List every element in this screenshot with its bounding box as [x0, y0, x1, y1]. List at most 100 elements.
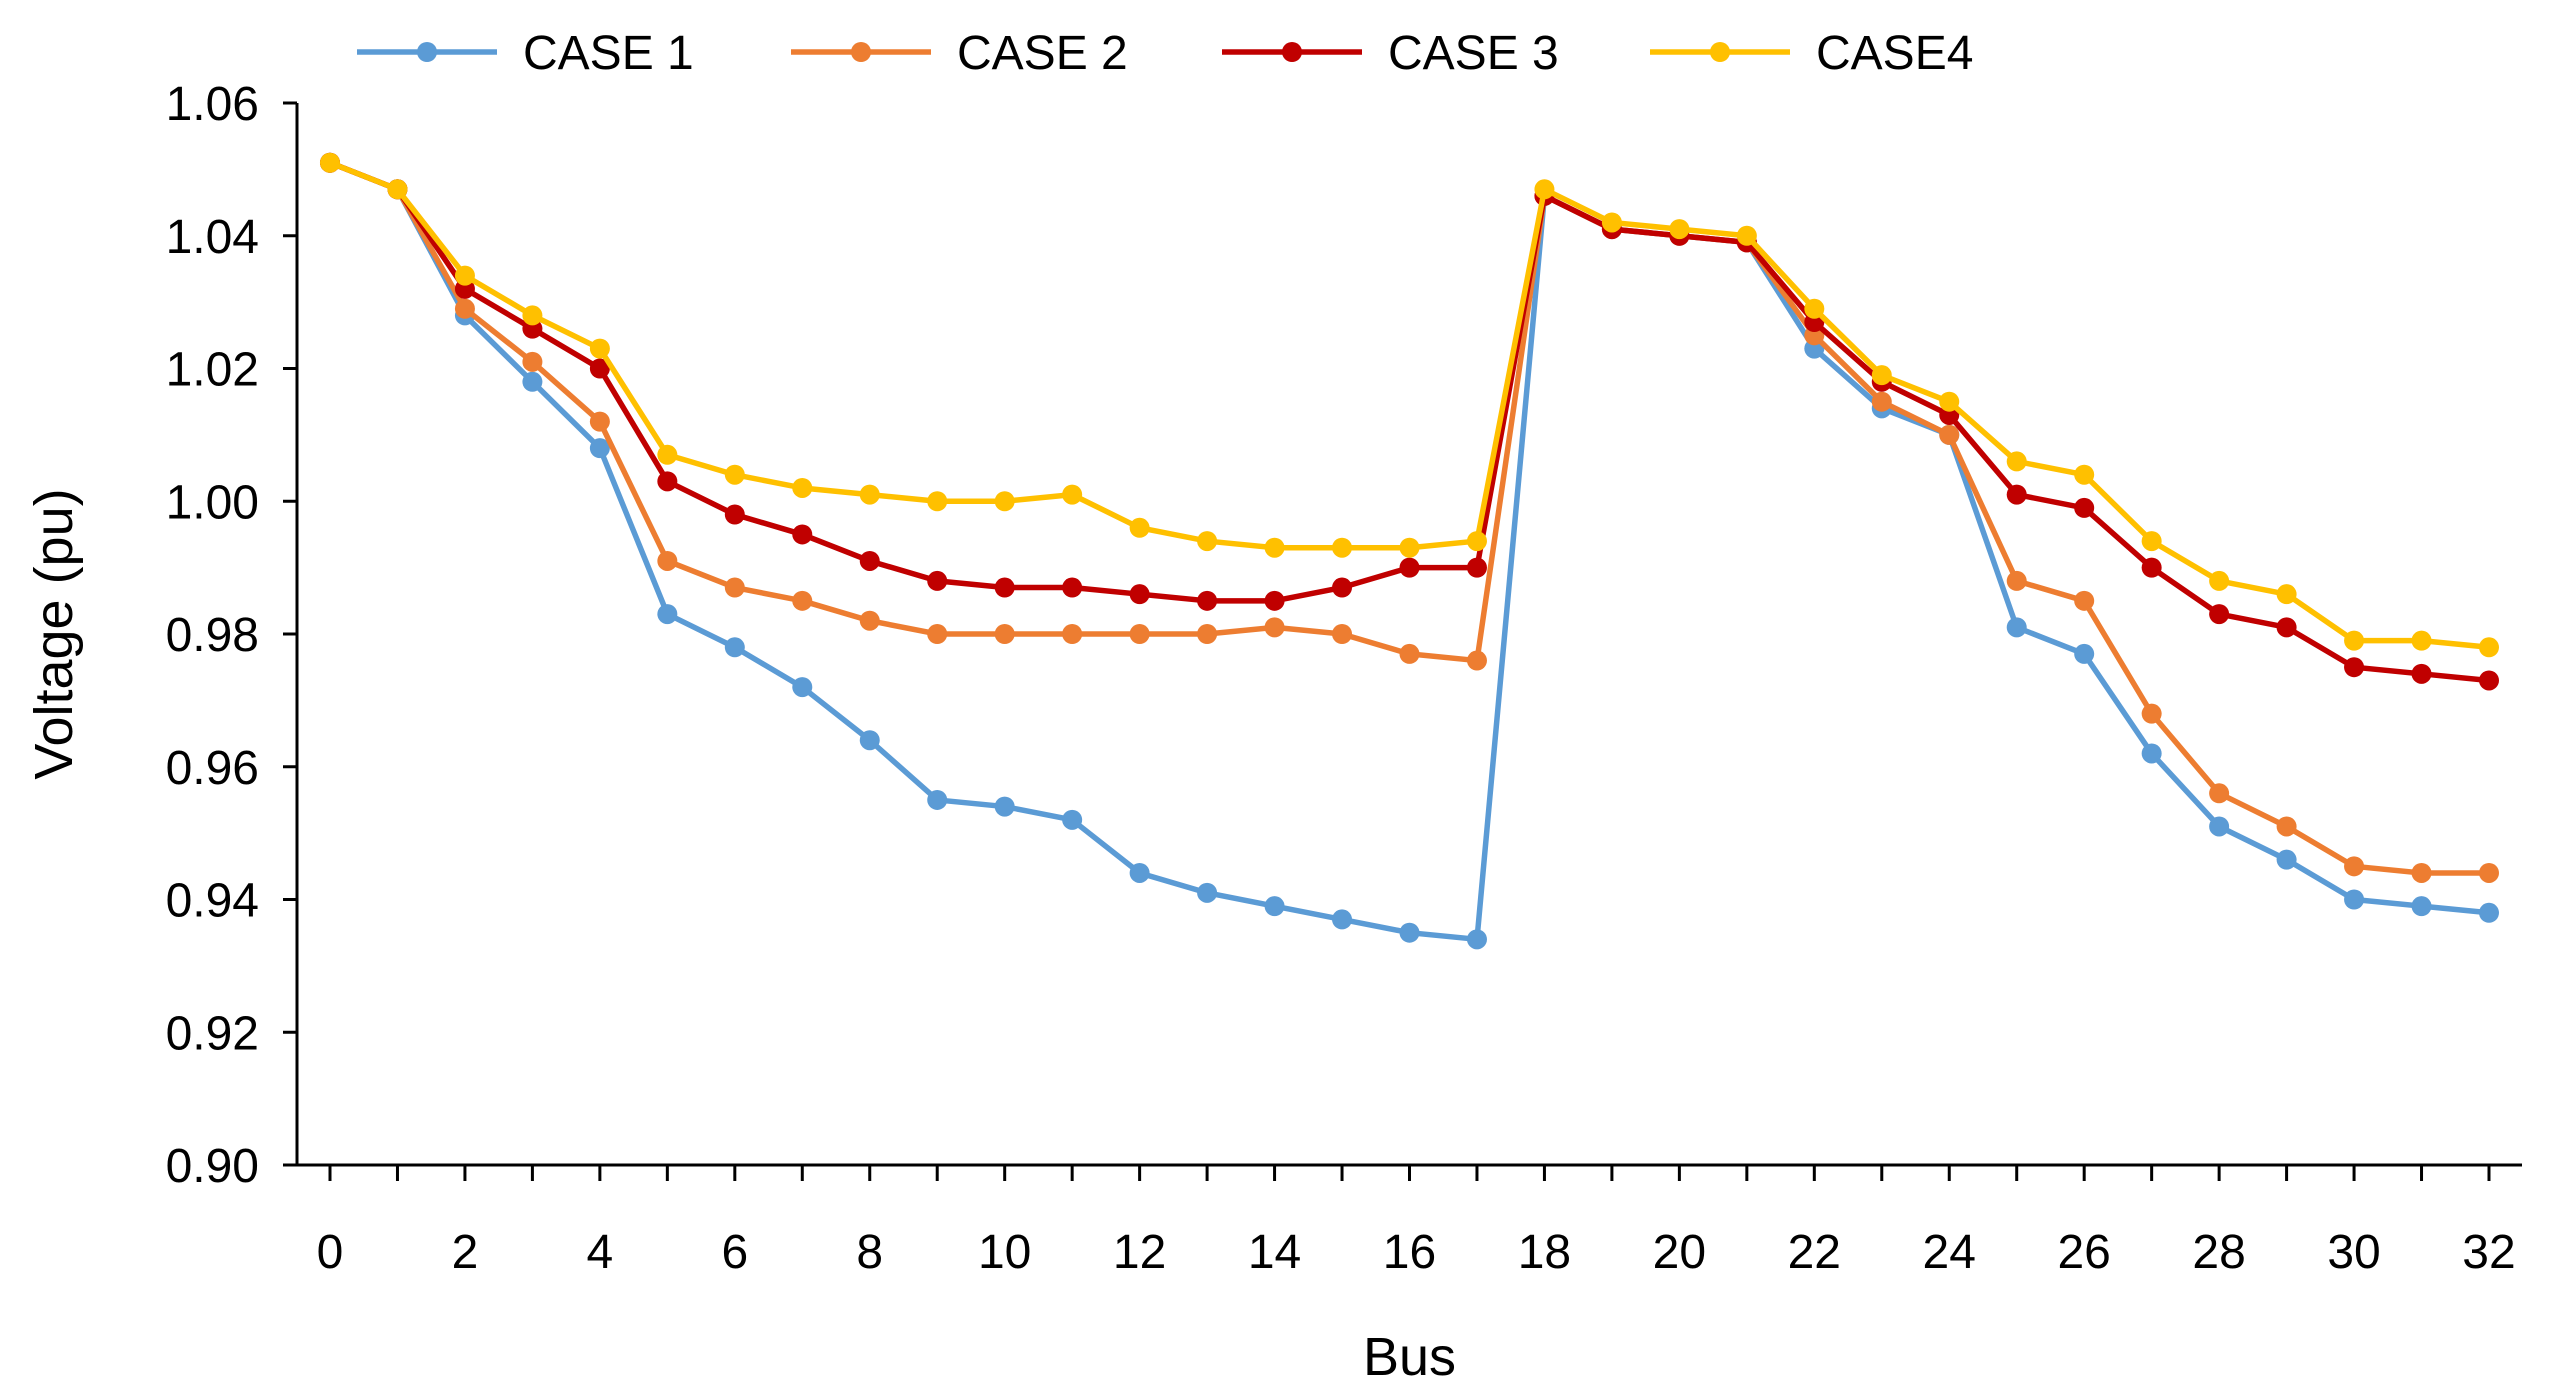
x-tick-label: 24	[1923, 1226, 1976, 1279]
data-point	[792, 590, 813, 611]
x-tick-label: 20	[1653, 1226, 1706, 1279]
data-point	[2141, 743, 2162, 764]
data-point	[2006, 451, 2027, 472]
data-point	[2006, 484, 2027, 505]
data-point	[2006, 570, 2027, 591]
x-tick-label: 26	[2057, 1226, 2110, 1279]
data-point	[2276, 584, 2297, 605]
data-point	[1871, 365, 1892, 386]
x-tick-label: 18	[1518, 1226, 1571, 1279]
data-point	[2411, 630, 2432, 651]
data-point	[1736, 225, 1757, 246]
data-point	[859, 550, 880, 571]
data-point	[2411, 896, 2432, 917]
data-point	[454, 298, 475, 319]
data-point	[1062, 624, 1083, 644]
x-tick-label: 14	[1248, 1226, 1301, 1279]
y-tick-label: 0.98	[166, 609, 259, 662]
data-point	[994, 491, 1015, 512]
data-point	[1264, 590, 1285, 611]
data-point	[724, 637, 745, 658]
data-point	[859, 610, 880, 631]
data-point	[724, 504, 745, 525]
legend: CASE 1 CASE 2 CASE 3 CASE4	[357, 27, 1973, 80]
data-point	[859, 730, 880, 751]
data-point	[2479, 670, 2499, 691]
data-point	[522, 351, 543, 372]
data-point	[994, 796, 1015, 817]
data-point	[387, 179, 408, 200]
data-point	[1534, 179, 1555, 200]
data-point	[2344, 856, 2365, 877]
x-tick-label: 30	[2327, 1226, 2380, 1279]
x-tick-label: 2	[452, 1226, 479, 1279]
data-point	[1399, 643, 1420, 664]
data-point	[2276, 617, 2297, 638]
x-tick-label: 0	[317, 1226, 344, 1279]
data-point	[2074, 590, 2095, 611]
y-tick-label: 0.94	[166, 875, 259, 928]
data-point	[724, 577, 745, 598]
data-point	[1332, 577, 1353, 598]
series-group	[320, 152, 2499, 658]
data-point	[927, 789, 948, 810]
x-tick-label: 32	[2462, 1226, 2515, 1279]
data-point	[589, 411, 610, 432]
data-point	[1264, 617, 1285, 638]
data-point	[1399, 537, 1420, 558]
legend-label: CASE 1	[523, 27, 694, 80]
data-point	[589, 338, 610, 359]
data-point	[522, 371, 543, 392]
data-point	[1332, 909, 1353, 930]
data-point	[2074, 464, 2095, 485]
y-tick-label: 1.00	[166, 476, 259, 529]
data-point	[657, 604, 678, 625]
data-point	[2209, 816, 2230, 837]
series-line	[328, 160, 2490, 684]
data-point	[2276, 816, 2297, 837]
data-point	[1669, 219, 1690, 240]
data-point	[1197, 624, 1218, 644]
data-point	[2209, 604, 2230, 625]
data-point	[1332, 537, 1353, 558]
data-point	[1264, 537, 1285, 558]
y-tick-label: 0.90	[166, 1140, 259, 1193]
axes: 0.900.920.940.960.981.001.021.041.060 2 4 6…	[166, 78, 2522, 1279]
data-point	[1466, 650, 1487, 671]
data-point	[2074, 497, 2095, 518]
data-point	[1466, 929, 1487, 950]
data-point	[1399, 557, 1420, 578]
x-axis-title: Bus	[1363, 1327, 1456, 1387]
data-point	[2141, 703, 2162, 724]
data-point	[994, 624, 1015, 644]
y-tick-label: 1.04	[166, 211, 259, 264]
data-point	[1062, 809, 1083, 830]
y-axis-title: Voltage (pu)	[24, 488, 84, 779]
y-tick-label: 1.06	[166, 78, 259, 131]
data-point	[1466, 557, 1487, 578]
x-tick-label: 22	[1788, 1226, 1841, 1279]
data-point	[1129, 862, 1150, 883]
data-point	[657, 550, 678, 571]
data-point	[1062, 577, 1083, 598]
data-point	[2344, 889, 2365, 910]
data-point	[1939, 424, 1960, 445]
data-point	[589, 358, 610, 379]
x-tick-label: 16	[1383, 1226, 1436, 1279]
data-point	[1197, 882, 1218, 903]
data-point	[1871, 391, 1892, 412]
data-point	[1332, 624, 1353, 644]
data-point	[792, 677, 813, 698]
data-point	[2479, 637, 2499, 658]
data-point	[2479, 862, 2499, 883]
data-point	[1264, 896, 1285, 917]
x-tick-label: 12	[1113, 1226, 1166, 1279]
legend-swatch-marker	[417, 42, 437, 62]
data-point	[927, 491, 948, 512]
y-tick-label: 0.92	[166, 1007, 259, 1060]
legend-swatch-marker	[851, 42, 871, 62]
data-point	[2479, 902, 2499, 923]
data-point	[792, 524, 813, 545]
